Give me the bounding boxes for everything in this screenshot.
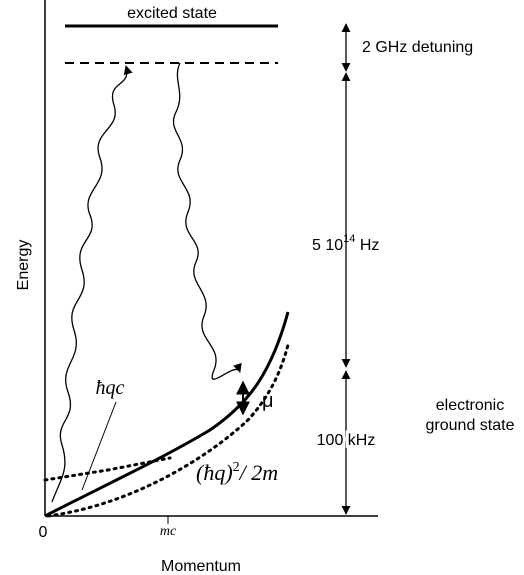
momentum-axis-label: Momentum [161,558,241,575]
ground-state-label-line2: ground state [426,417,515,434]
mu-label: μ [262,390,274,412]
detuning-label: 2 GHz detuning [362,39,473,56]
mc-tick-label: mc [160,524,177,539]
ground-state-label-line1: electronic [436,397,504,414]
excited-state-label: excited state [127,5,217,22]
optical-frequency-label: 5 1014 Hz [312,233,379,254]
absorbed-photon-wavy [51,65,133,503]
quad-exponent: 2 [233,460,240,475]
khz-label: 100 kHz [317,432,376,449]
bogoliubov-curve-solid [44,311,290,518]
freq-base: 5 10 [312,237,343,254]
free-particle-parabola-dotted [46,343,290,518]
quadratic-dispersion-label: (ħq)2/ 2m [196,460,278,485]
quad-rest: / 2m [238,460,279,485]
freq-unit: Hz [355,237,379,254]
phonon-line-dotted [43,456,172,482]
freq-exponent: 14 [343,233,355,245]
hqc-label: ħqc [96,377,125,399]
emitted-photon-wavy [172,62,242,380]
origin-label: 0 [39,524,48,541]
hqc-leader-line [81,401,117,491]
quad-base: (ħq) [196,460,233,485]
energy-axis-label: Energy [15,240,32,291]
